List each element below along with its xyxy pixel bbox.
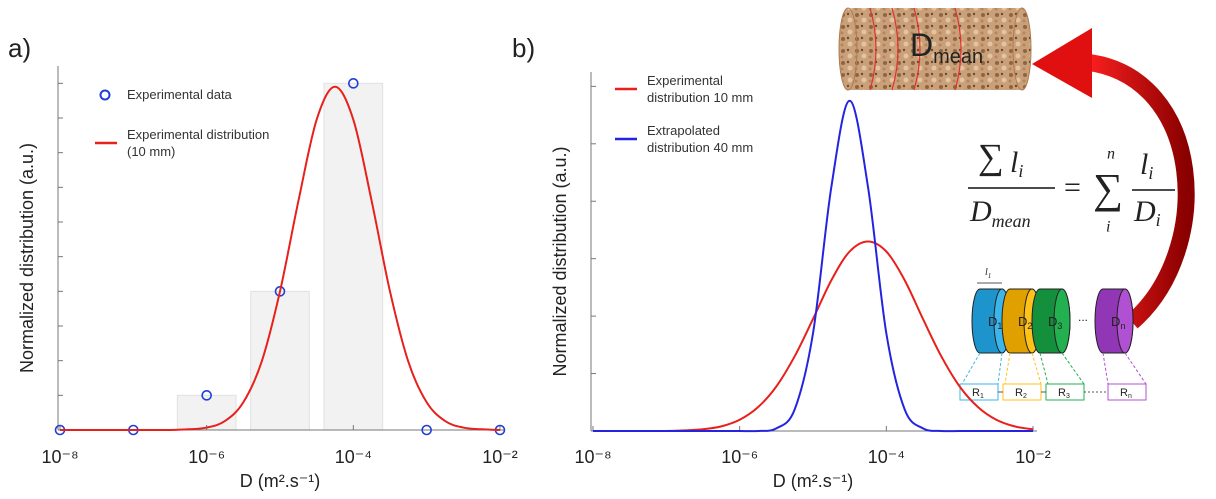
label-sub: mean xyxy=(933,46,983,68)
histogram-bar xyxy=(250,290,310,431)
sub: n xyxy=(1128,393,1132,400)
sub: 1 xyxy=(997,321,1002,331)
cylinder-label: Dmean xyxy=(910,27,983,68)
sub: 2 xyxy=(1027,321,1032,331)
var: R xyxy=(1120,387,1128,399)
lower: i xyxy=(1106,219,1110,236)
var: D xyxy=(1048,314,1057,329)
legend-label: Experimental data xyxy=(127,87,232,102)
curve xyxy=(593,99,1033,433)
sub: 3 xyxy=(1057,321,1062,331)
legend-label: Extrapolated distribution 40 mm xyxy=(647,123,754,155)
y-axis-label: Normalized distribution (a.u.) xyxy=(17,143,37,373)
numerator: li xyxy=(1010,146,1023,181)
x-axis-label: D (m².s⁻¹) xyxy=(240,471,320,491)
length-label: l1 xyxy=(985,267,991,279)
data-point xyxy=(348,78,359,89)
var: l xyxy=(1140,148,1148,181)
resistor-label: R3 xyxy=(1058,387,1070,400)
ellipsis: ... xyxy=(1078,310,1088,324)
x-tick-label: 10⁻⁴ xyxy=(335,447,372,467)
var: D xyxy=(988,314,997,329)
sub: i xyxy=(1018,161,1023,181)
var: D xyxy=(1133,195,1156,228)
var: l xyxy=(985,267,988,278)
var: R xyxy=(1058,387,1066,399)
var: D xyxy=(1111,314,1120,329)
x-tick-label: 10⁻⁶ xyxy=(188,447,225,467)
data-point xyxy=(201,390,212,401)
data-point xyxy=(421,424,432,436)
sub: n xyxy=(1120,321,1125,331)
sub: 2 xyxy=(1023,393,1027,400)
equals: = xyxy=(1064,171,1081,204)
disc-label: D3 xyxy=(1048,314,1062,331)
x-tick-label: 10⁻² xyxy=(482,447,518,467)
denominator: Di xyxy=(1133,195,1161,230)
curve xyxy=(60,85,501,432)
x-tick-label: 10⁻⁸ xyxy=(41,447,78,467)
legend-label: Experimental distribution 10 mm xyxy=(647,73,754,105)
x-axis-label: D (m².s⁻¹) xyxy=(773,471,853,491)
y-axis-label: Normalized distribution (a.u.) xyxy=(550,146,570,376)
arrow-head xyxy=(1032,28,1092,98)
sub: i xyxy=(1156,210,1161,230)
sub: i xyxy=(1148,163,1153,183)
numerator: li xyxy=(1140,148,1153,183)
var: l xyxy=(1010,146,1018,179)
panel-label: a) xyxy=(8,33,31,63)
equation: ∑ li Dmean = n ∑ i li Di xyxy=(968,136,1175,236)
x-tick-label: 10⁻⁶ xyxy=(721,447,758,467)
resistor-label: Rn xyxy=(1120,387,1132,400)
var: R xyxy=(972,387,980,399)
legend-label: Experimental distribution (10 mm) xyxy=(127,127,270,159)
disc-label: D1 xyxy=(988,314,1002,331)
sub: 1 xyxy=(988,272,992,280)
sub: 3 xyxy=(1066,393,1070,400)
arrow xyxy=(1083,53,1195,329)
sub: mean xyxy=(992,211,1031,231)
panel-label: b) xyxy=(512,33,535,63)
discs: l1 D1 D2 D3 Dn ... xyxy=(971,267,1134,354)
denominator: Dmean xyxy=(969,195,1031,231)
resistors: R1 R2 R3 Rn xyxy=(959,352,1147,401)
x-tick-label: 10⁻⁴ xyxy=(868,447,905,467)
var: D xyxy=(969,195,992,228)
sum: ∑ xyxy=(1093,167,1123,213)
label-main: D xyxy=(910,27,933,63)
var: R xyxy=(1015,387,1023,399)
legend-marker xyxy=(99,89,111,101)
resistor-label: R1 xyxy=(972,387,984,400)
cork-cylinder: Dmean xyxy=(838,7,1032,91)
var: D xyxy=(1018,314,1027,329)
x-tick-label: 10⁻⁸ xyxy=(574,447,611,467)
sub: 1 xyxy=(980,393,984,400)
disc-label: Dn xyxy=(1111,314,1125,331)
histogram-bar xyxy=(323,82,384,431)
disc-label: D2 xyxy=(1018,314,1032,331)
sum: ∑ xyxy=(978,136,1004,176)
x-tick-label: 10⁻² xyxy=(1015,447,1051,467)
upper: n xyxy=(1107,146,1115,163)
resistor-label: R2 xyxy=(1015,387,1027,400)
histogram-bar xyxy=(176,394,237,431)
